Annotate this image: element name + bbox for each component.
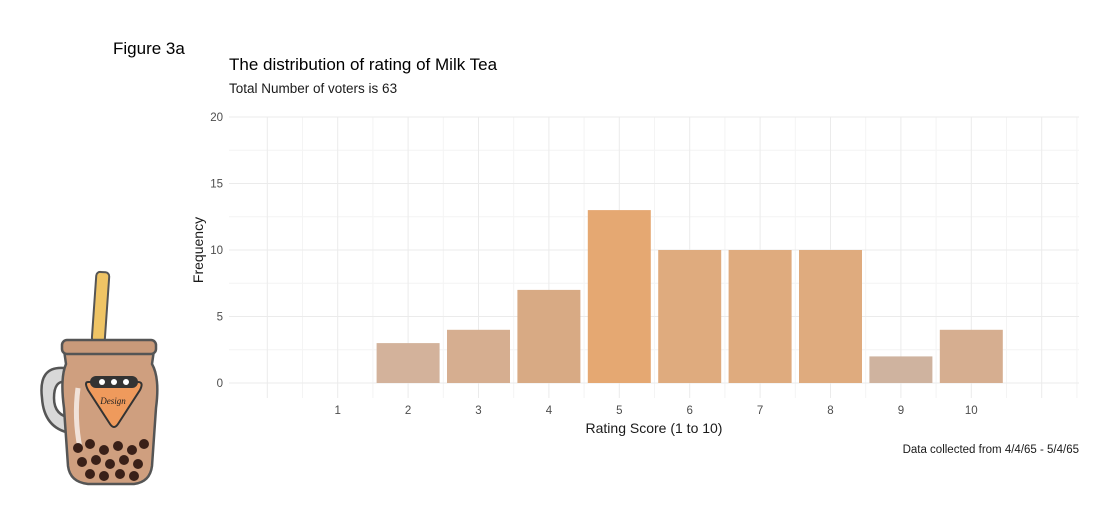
boba-pearls [73, 439, 149, 481]
x-tick-label: 10 [965, 405, 978, 417]
x-tick-label: 8 [827, 405, 833, 417]
x-tick-labels: 1 2 3 4 5 6 7 8 9 10 [334, 405, 977, 417]
straw [90, 270, 111, 344]
badge-text: Design [99, 396, 126, 406]
figure-label: Figure 3a [113, 39, 185, 58]
y-tick-label: 15 [210, 179, 223, 191]
bar-5 [587, 210, 651, 383]
y-tick-label: 20 [210, 112, 223, 124]
milk-tea-mascot-icon: Design [40, 270, 159, 486]
bars [376, 210, 1003, 383]
y-tick-labels: 0 5 10 15 20 [210, 112, 223, 390]
x-tick-label: 4 [546, 405, 553, 417]
y-axis-label: Frequency [190, 217, 206, 283]
x-axis-label: Rating Score (1 to 10) [586, 420, 723, 436]
bar-10 [939, 329, 1003, 383]
y-tick-label: 0 [217, 378, 223, 390]
x-tick-label: 7 [757, 405, 763, 417]
chart-caption: Data collected from 4/4/65 - 5/4/65 [903, 444, 1079, 456]
bar-3 [447, 329, 510, 383]
x-tick-label: 3 [475, 405, 481, 417]
x-tick-label: 6 [686, 405, 692, 417]
bar-8 [799, 250, 862, 383]
bar-9 [869, 356, 933, 383]
bar-4 [517, 289, 581, 383]
x-tick-label: 5 [616, 405, 622, 417]
y-tick-label: 5 [217, 312, 223, 324]
x-tick-label: 2 [405, 405, 411, 417]
x-tick-label: 9 [898, 405, 904, 417]
chart-title: The distribution of rating of Milk Tea [229, 55, 498, 74]
x-tick-label: 1 [334, 405, 340, 417]
grid-lines [229, 116, 1079, 398]
bar-2 [376, 343, 440, 383]
chart-subtitle: Total Number of voters is 63 [229, 81, 397, 96]
design-badge [85, 381, 143, 428]
jar-rim [60, 338, 158, 356]
bar-6 [658, 250, 722, 383]
bar-7 [728, 250, 792, 383]
y-tick-label: 10 [210, 245, 223, 257]
